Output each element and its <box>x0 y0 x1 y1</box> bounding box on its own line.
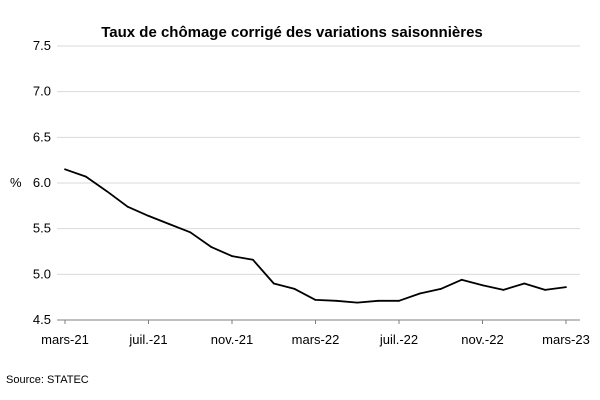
chart-title: Taux de chômage corrigé des variations s… <box>101 24 483 41</box>
data-point <box>231 255 233 257</box>
series-group <box>64 168 567 304</box>
data-point <box>398 299 400 302</box>
data-point <box>418 292 421 295</box>
data-point <box>189 231 192 234</box>
data-point <box>377 299 380 302</box>
data-point <box>439 288 442 290</box>
data-point <box>64 168 66 171</box>
data-point <box>356 301 359 304</box>
y-tick-label: 6.5 <box>33 129 51 144</box>
x-tick-label: mars-21 <box>41 332 89 347</box>
data-point <box>481 284 484 287</box>
y-axis-ticks: 7.5 7.0 6.5 6.0 5.5 5.0 4.5 <box>33 38 51 327</box>
x-tick-label: mars-23 <box>542 332 590 347</box>
data-point <box>335 299 338 302</box>
data-point <box>544 288 547 291</box>
data-point <box>565 286 567 289</box>
y-tick-label: 4.5 <box>33 312 51 327</box>
y-axis-label: % <box>10 175 22 190</box>
data-point <box>126 205 129 208</box>
data-point <box>147 214 150 217</box>
data-point <box>272 282 275 285</box>
data-point <box>105 190 108 193</box>
y-tick-label: 7.5 <box>33 38 51 53</box>
data-point <box>523 282 526 285</box>
series-line <box>64 168 567 304</box>
x-tick-label: mars-22 <box>292 332 340 347</box>
y-tick-label: 6.0 <box>33 175 51 190</box>
data-point <box>84 175 87 178</box>
x-axis-ticks: mars-21 juil.-21 nov.-21 mars-22 juil.-22 nov… <box>41 320 590 347</box>
x-tick-label: nov.-21 <box>211 332 253 347</box>
y-tick-label: 7.0 <box>33 84 51 99</box>
source-note: Source: STATEC <box>6 374 89 386</box>
data-point <box>460 278 463 281</box>
data-point <box>293 288 296 290</box>
x-tick-label: juil.-22 <box>379 332 418 347</box>
gridlines <box>57 45 580 275</box>
data-point <box>210 246 213 248</box>
data-point <box>168 223 171 226</box>
x-tick-label: nov.-22 <box>461 332 503 347</box>
data-point <box>251 258 254 261</box>
y-tick-label: 5.5 <box>33 221 51 236</box>
x-tick-label: juil.-21 <box>128 332 167 347</box>
data-point <box>502 288 505 291</box>
y-tick-label: 5.0 <box>33 266 51 281</box>
data-point <box>314 299 317 301</box>
